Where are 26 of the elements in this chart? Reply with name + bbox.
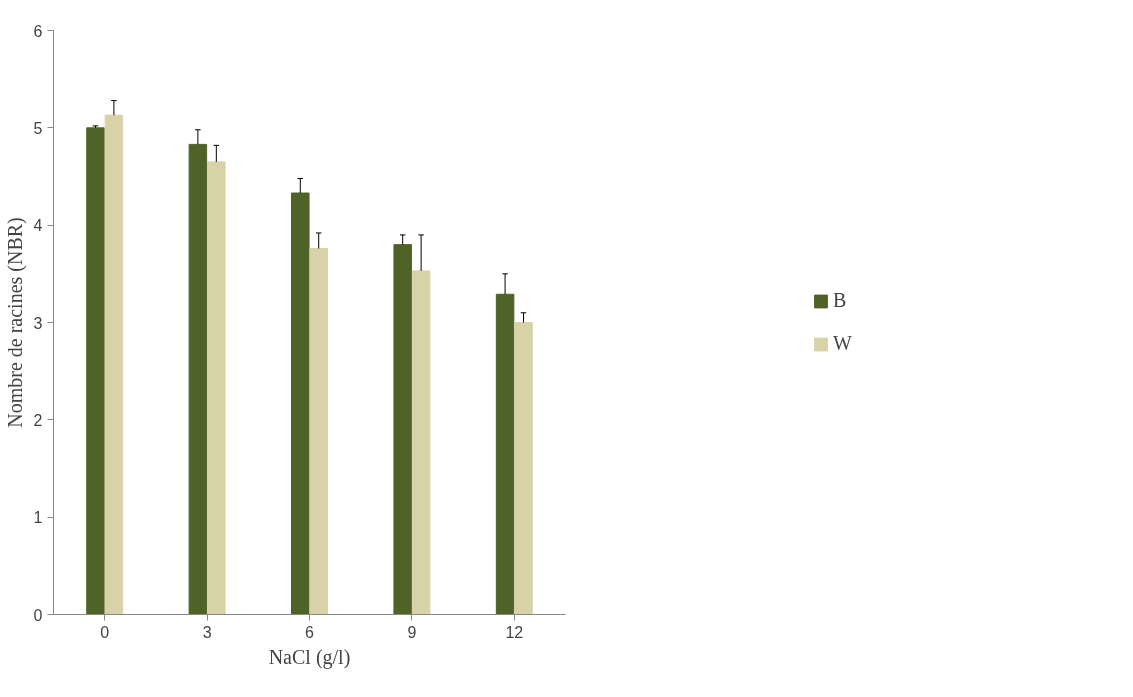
bar — [411, 270, 431, 615]
bar — [188, 143, 208, 615]
x-tick-label: 12 — [505, 623, 524, 641]
x-tick-label: 3 — [202, 623, 212, 641]
legend-label: W — [833, 332, 853, 355]
bar — [514, 322, 533, 615]
bar — [309, 248, 328, 615]
bar — [291, 192, 310, 615]
y-tick-label: 3 — [33, 314, 43, 332]
bar — [495, 293, 515, 615]
y-tick-label: 6 — [33, 22, 43, 40]
bar — [207, 161, 226, 615]
legend-label: B — [833, 289, 848, 312]
y-tick-label: 4 — [33, 217, 43, 235]
y-tick-label: 5 — [33, 119, 43, 137]
x-tick-label: 9 — [407, 623, 417, 641]
x-axis-title: NaCl (g/l) — [268, 645, 351, 669]
y-tick-label: 0 — [33, 606, 43, 624]
y-tick-label: 1 — [33, 509, 43, 527]
bar — [104, 114, 124, 615]
bar — [86, 127, 105, 615]
x-tick-label: 0 — [100, 623, 110, 641]
bar — [393, 244, 412, 615]
x-tick-label: 6 — [305, 623, 315, 641]
y-axis-title: Nombre de racines (NBR) — [3, 217, 27, 428]
y-tick-label: 2 — [33, 411, 43, 429]
